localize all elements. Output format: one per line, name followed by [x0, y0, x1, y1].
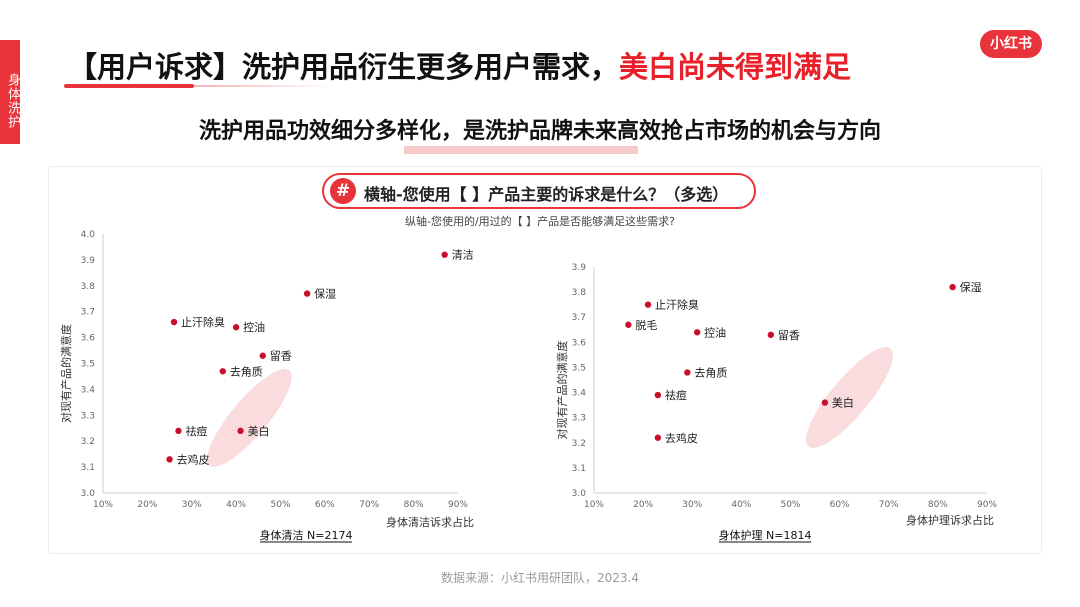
title-underline	[64, 84, 194, 88]
data-point	[232, 324, 240, 331]
data-point	[693, 329, 701, 336]
page-subtitle: 洗护用品功效细分多样化，是洗护品牌未来高效抢占市场的机会与方向	[198, 119, 881, 144]
x-tick-label: 60%	[315, 500, 335, 510]
y-tick-label: 3.5	[572, 363, 586, 373]
y-tick-label: 3.0	[81, 489, 96, 499]
x-tick-label: 80%	[404, 500, 424, 510]
y-tick-label: 3.8	[81, 282, 96, 292]
chart-title: 身体清洁 N=2174	[260, 528, 353, 542]
y-tick-label: 3.2	[81, 437, 95, 447]
y-tick-label: 3.6	[572, 338, 587, 348]
data-point	[684, 369, 691, 376]
data-point	[821, 399, 829, 406]
x-tick-label: 50%	[270, 500, 290, 510]
x-axis-label: 身体清洁诉求占比	[386, 515, 474, 529]
x-tick-label: 30%	[682, 500, 702, 510]
x-tick-label: 40%	[731, 500, 751, 510]
data-point-label: 保湿	[314, 287, 336, 301]
data-point-label: 去鸡皮	[665, 431, 698, 445]
y-tick-label: 3.7	[81, 308, 95, 318]
highlight-ellipse	[805, 347, 893, 448]
chart-title: 身体护理 N=1814	[719, 528, 812, 542]
x-tick-label: 10%	[584, 500, 604, 510]
y-tick-label: 3.6	[81, 334, 96, 344]
data-point	[644, 301, 652, 308]
data-source-note: 数据来源：小红书用研团队，2023.4	[441, 571, 639, 585]
data-point-label: 美白	[832, 396, 854, 410]
x-tick-label: 90%	[977, 500, 997, 510]
data-point-label: 控油	[243, 320, 265, 334]
y-axis-label: 对现有产品的满意度	[555, 341, 569, 440]
y-tick-label: 3.7	[572, 313, 586, 323]
y-tick-label: 3.4	[572, 389, 587, 399]
y-tick-label: 3.4	[81, 385, 96, 395]
side-section-tab: 身体洗护	[0, 40, 20, 144]
x-tick-label: 60%	[830, 500, 850, 510]
data-point	[170, 318, 178, 326]
data-point-label: 留香	[270, 350, 292, 363]
data-point-label: 止汗除臭	[655, 298, 699, 312]
x-tick-label: 20%	[633, 500, 653, 510]
x-axis-label: 身体护理诉求占比	[906, 513, 994, 527]
y-tick-label: 3.1	[81, 463, 95, 473]
hash-icon: #	[330, 178, 356, 204]
data-point-label: 美白	[248, 424, 270, 438]
data-point	[654, 434, 662, 441]
body-cleansing-scatter-chart: 3.0 3.1 3.2 3.3 3.4 3.5 3.6 3.7 3.8 3.9 4.0 10% 20% 3…	[59, 230, 474, 543]
title-main: 【用户诉求】洗护用品衍生更多用户需求，	[68, 50, 620, 84]
data-point-label: 清洁	[452, 249, 474, 262]
x-tick-label: 70%	[879, 500, 899, 510]
x-tick-label: 30%	[182, 500, 202, 510]
subtitle-highlight-bar	[404, 146, 638, 154]
data-point-label: 保湿	[960, 280, 982, 294]
y-tick-label: 3.2	[572, 439, 586, 449]
data-point	[625, 321, 632, 328]
x-tick-label: 10%	[93, 500, 113, 510]
y-tick-label: 3.3	[81, 411, 95, 421]
y-tick-label: 3.0	[572, 489, 587, 499]
x-tick-label: 50%	[780, 500, 800, 510]
y-tick-label: 3.9	[572, 263, 587, 273]
data-point	[654, 391, 662, 399]
data-point	[303, 290, 311, 297]
data-point-label: 去角质	[230, 365, 263, 378]
y-tick-label: 3.5	[81, 360, 95, 370]
title-underline-fade	[194, 85, 334, 87]
data-point-label: 去鸡皮	[177, 452, 210, 466]
data-point	[259, 352, 266, 359]
data-point	[237, 427, 244, 435]
x-tick-label: 20%	[137, 500, 157, 510]
y-tick-label: 4.0	[81, 230, 96, 240]
data-point-label: 去角质	[694, 366, 727, 379]
y-tick-label: 3.1	[572, 464, 586, 474]
data-point	[767, 331, 775, 338]
y-tick-label: 3.9	[81, 256, 96, 266]
x-tick-label: 40%	[226, 500, 246, 510]
y-axis-question: 纵轴-您使用的/用过的【 】产品是否能够满足这些需求?	[404, 215, 675, 228]
data-point-label: 祛痘	[665, 388, 687, 402]
data-point-label: 止汗除臭	[181, 315, 225, 329]
data-point-label: 脱毛	[635, 318, 657, 332]
page-title: 【用户诉求】洗护用品衍生更多用户需求，美白尚未得到满足	[68, 44, 851, 86]
x-tick-label: 70%	[359, 500, 379, 510]
data-point	[166, 456, 173, 463]
x-tick-label: 90%	[448, 500, 468, 510]
data-point-label: 祛痘	[185, 424, 207, 438]
x-axis-question: 横轴-您使用【 】产品主要的诉求是什么？（多选）	[364, 185, 729, 204]
data-point	[949, 283, 956, 291]
body-care-scatter-chart: 3.0 3.1 3.2 3.3 3.4 3.5 3.6 3.7 3.8 3.9 10% 20% 30% 4…	[555, 263, 997, 543]
data-point	[219, 368, 227, 375]
y-tick-label: 3.8	[572, 288, 587, 298]
xiaohongshu-logo: 小红书	[980, 30, 1042, 58]
data-point-label: 留香	[778, 329, 800, 342]
highlight-ellipse	[207, 368, 292, 467]
data-point	[441, 251, 448, 258]
x-tick-label: 80%	[928, 500, 948, 510]
title-highlight: 美白尚未得到满足	[619, 50, 852, 84]
y-axis-label: 对现有产品的满意度	[59, 324, 73, 423]
data-point	[175, 427, 182, 435]
x-axis-question-pill: # 横轴-您使用【 】产品主要的诉求是什么？（多选）	[322, 173, 756, 209]
y-tick-label: 3.3	[572, 414, 586, 424]
data-point-label: 控油	[704, 325, 726, 339]
